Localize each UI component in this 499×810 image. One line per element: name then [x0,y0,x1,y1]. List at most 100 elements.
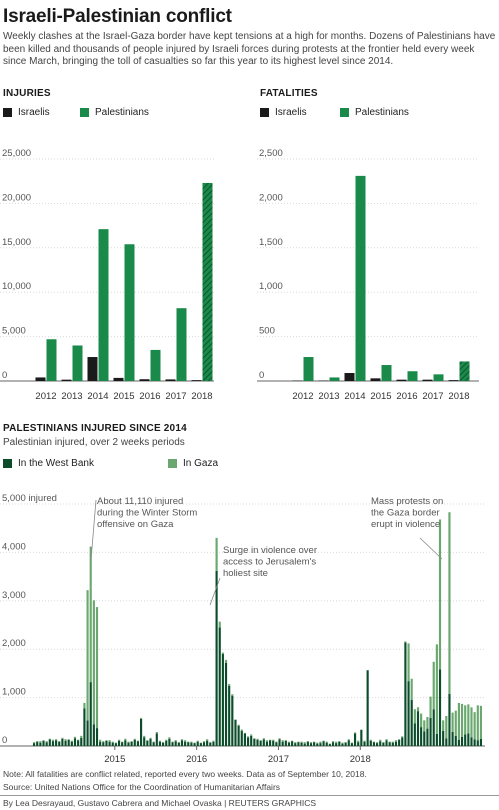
west-bank-bar [199,743,202,746]
palestinians-bar [176,308,187,381]
west-bank-bar [306,741,309,746]
fatalities-chart: 0 500 1,000 1,500 2,000 2,500 2012 2013 2014 2015… [257,148,479,402]
gaza-bar [70,740,73,742]
west-bank-bar [445,738,448,746]
israelis-bar [396,379,407,381]
gaza-bar [158,740,162,742]
annotation-line: offensive on Gaza [97,519,174,530]
west-bank-bar [108,741,111,746]
gaza-bar [376,742,379,744]
gaza-swatch [168,459,177,468]
west-bank-bar [124,740,127,746]
west-bank-bar [111,742,114,746]
annotation-line: Surge in violence over [223,545,317,556]
gaza-bar [300,741,303,743]
gaza-bar [133,738,136,740]
west-bank-bar [95,728,99,746]
west-bank-bar [476,740,479,746]
west-bank-bar [80,737,83,746]
west-bank-bar [42,740,45,746]
west-bank-bar [86,720,89,746]
timeline-subtitle: Palestinian injured, over 2 weeks period… [3,437,185,448]
gaza-bar [363,740,366,742]
annotation-line: during the Winter Storm [97,508,197,519]
palestinians-bar [433,374,444,381]
gaza-bar [139,717,143,719]
y-tick-label: 5,000 injured [2,493,57,504]
gaza-bar [202,741,206,743]
annotation-line: the Gaza border [371,508,440,519]
gaza-bar [218,621,221,628]
annotation-line: erupt in violence [371,519,440,530]
footer-divider [0,795,499,796]
west-bank-bar [429,717,432,746]
gaza-bar [385,739,388,741]
gaza-bar [73,736,77,739]
west-bank-bar [155,733,158,746]
west-bank-bar [265,741,269,746]
gaza-bar [228,684,231,686]
gaza-bar [303,742,306,744]
y-tick-label: 500 [259,326,275,337]
west-bank-bar [407,681,410,746]
footer-source: Source: United Nations Office for the Co… [3,782,281,792]
palestinians-bar [381,365,392,381]
x-tick-label: 2015 [370,391,391,402]
gaza-bar [231,694,234,696]
gaza-bar [83,702,86,709]
gaza-bar [335,741,338,744]
west-bank-bar [287,742,291,746]
gaza-bar [457,702,460,740]
west-bank-bar [77,740,80,746]
west-bank-bar [391,742,394,746]
gaza-bar [102,741,105,743]
west-bank-bar [291,741,294,746]
west-bank-swatch [3,459,12,468]
israelis-bar [370,378,381,381]
x-tick-label: 2013 [61,391,82,402]
gaza-bar [149,737,152,739]
west-bank-bar [331,742,335,746]
palestinians-bar [202,182,213,381]
israelis-bar [344,373,355,381]
y-tick-label: 10,000 [2,281,31,292]
gaza-bar [45,741,48,743]
palestinians-bar [150,349,161,381]
west-bank-bar [187,742,190,746]
gaza-bar [51,739,55,742]
gaza-bar [155,731,158,734]
x-tick-label: 2015 [113,391,134,402]
gaza-bar [287,741,291,743]
gaza-bar [86,590,89,721]
y-tick-label: 0 [259,370,264,381]
gaza-bar [278,738,281,740]
gaza-bar [212,740,215,742]
gaza-bar [369,739,372,741]
annotation-leader [90,499,97,561]
west-bank-bar [152,742,155,746]
gaza-bar [460,703,464,737]
west-bank-bar [202,742,206,746]
gaza-bar [272,739,275,741]
west-bank-bar [105,740,108,746]
west-bank-bar [215,570,218,746]
x-tick-label: 2018 [350,754,371,765]
west-bank-bar [398,739,401,746]
west-bank-bar [454,735,457,746]
west-bank-bar [61,738,64,746]
gaza-bar [39,741,42,743]
fatalities-legend-israelis-label: Israelis [275,107,307,118]
gaza-bar [237,724,240,726]
west-bank-bar [259,740,262,746]
x-tick-label: 2015 [104,754,125,765]
west-bank-bar [353,733,357,746]
gaza-bar [262,738,265,740]
west-bank-bar [372,742,376,746]
west-bank-bar [114,743,117,746]
west-bank-bar [171,742,174,746]
west-bank-bar [344,742,347,746]
fatalities-heading: FATALITIES [260,88,318,99]
west-bank-bar [338,741,341,746]
injuries-legend-israelis-label: Israelis [18,107,50,118]
gaza-bar [416,707,420,712]
